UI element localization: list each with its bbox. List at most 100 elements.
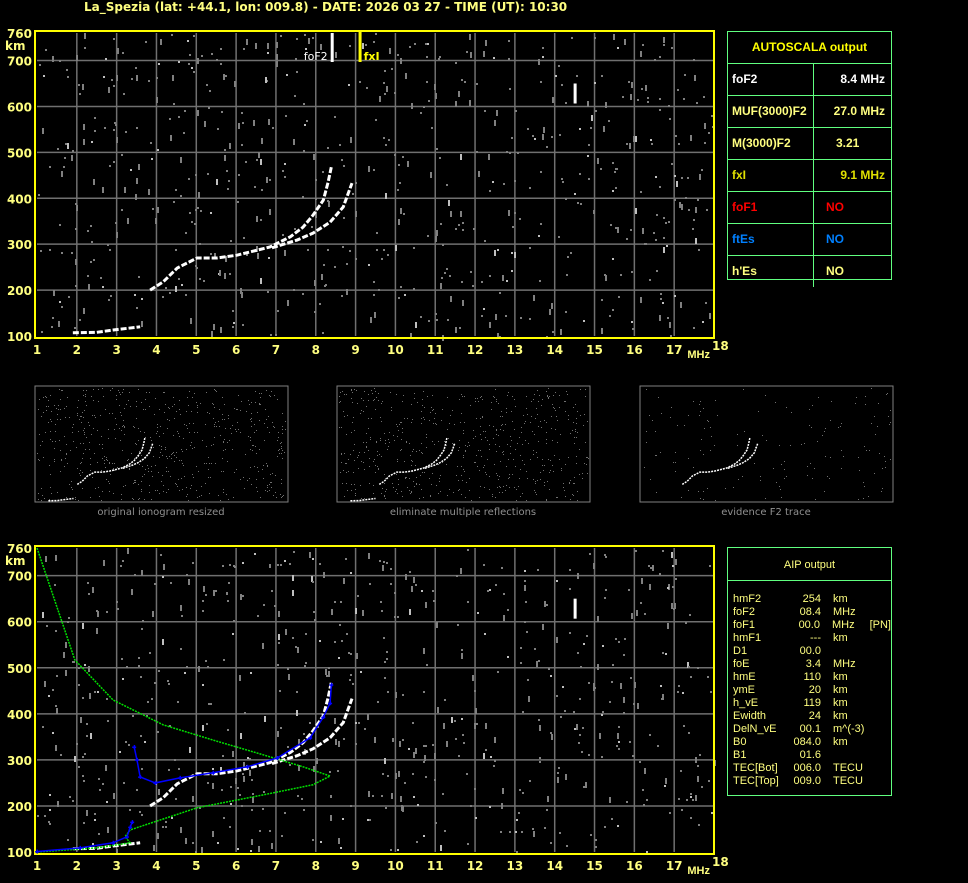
noise-speckle bbox=[600, 168, 602, 170]
noise-speckle bbox=[353, 472, 354, 473]
noise-speckle bbox=[390, 849, 392, 851]
noise-speckle bbox=[515, 406, 516, 407]
noise-speckle bbox=[280, 443, 281, 444]
noise-speckle bbox=[700, 498, 701, 499]
noise-speckle bbox=[50, 419, 51, 420]
noise-speckle bbox=[237, 409, 238, 410]
noise-speckle bbox=[344, 416, 345, 417]
noise-speckle bbox=[136, 418, 137, 419]
noise-speckle bbox=[269, 490, 270, 491]
noise-speckle bbox=[262, 808, 264, 810]
noise-speckle bbox=[375, 119, 377, 121]
noise-speckle bbox=[461, 79, 463, 81]
noise-speckle bbox=[123, 486, 124, 487]
noise-speckle bbox=[411, 586, 413, 592]
noise-speckle bbox=[175, 249, 177, 251]
noise-speckle bbox=[178, 768, 180, 770]
noise-speckle bbox=[342, 391, 343, 392]
noise-speckle bbox=[157, 490, 158, 491]
noise-speckle bbox=[662, 694, 664, 700]
noise-speckle bbox=[375, 465, 376, 466]
noise-speckle bbox=[478, 171, 480, 177]
noise-speckle bbox=[205, 483, 206, 484]
noise-speckle bbox=[647, 97, 649, 99]
noise-speckle bbox=[39, 460, 40, 461]
noise-speckle bbox=[199, 278, 201, 280]
aip-parameter: hmF1 bbox=[733, 632, 762, 644]
noise-speckle bbox=[656, 492, 657, 493]
noise-speckle bbox=[240, 288, 242, 294]
noise-speckle bbox=[94, 415, 95, 416]
noise-speckle bbox=[630, 229, 632, 231]
noise-speckle bbox=[398, 219, 400, 225]
noise-speckle bbox=[117, 48, 119, 54]
noise-speckle bbox=[515, 831, 517, 833]
noise-speckle bbox=[406, 441, 407, 442]
noise-speckle bbox=[574, 483, 575, 484]
noise-speckle bbox=[303, 103, 305, 105]
noise-speckle bbox=[508, 40, 510, 42]
noise-speckle bbox=[248, 436, 249, 437]
noise-speckle bbox=[522, 493, 523, 494]
thumbnail-caption: eliminate multiple reflections bbox=[389, 507, 537, 518]
noise-speckle bbox=[354, 444, 355, 445]
noise-speckle bbox=[184, 424, 185, 425]
noise-speckle bbox=[329, 771, 331, 773]
noise-speckle bbox=[390, 568, 392, 570]
noise-speckle bbox=[662, 550, 664, 552]
noise-speckle bbox=[522, 460, 523, 461]
noise-speckle bbox=[101, 470, 102, 471]
noise-speckle bbox=[573, 598, 577, 619]
noise-speckle bbox=[386, 86, 388, 92]
noise-speckle bbox=[423, 417, 424, 418]
x-tick-label: 11 bbox=[427, 343, 444, 357]
noise-speckle bbox=[461, 653, 463, 659]
noise-speckle bbox=[197, 432, 198, 433]
noise-speckle bbox=[381, 610, 383, 612]
noise-speckle bbox=[100, 415, 101, 416]
noise-speckle bbox=[356, 653, 358, 659]
noise-speckle bbox=[781, 497, 782, 498]
noise-speckle bbox=[546, 500, 547, 501]
noise-speckle bbox=[201, 495, 202, 496]
noise-speckle bbox=[574, 193, 576, 195]
noise-speckle bbox=[512, 226, 514, 228]
noise-speckle bbox=[223, 659, 225, 661]
noise-speckle bbox=[93, 259, 95, 261]
noise-speckle bbox=[111, 79, 113, 81]
noise-speckle bbox=[698, 249, 700, 251]
noise-speckle bbox=[474, 788, 476, 790]
noise-speckle bbox=[427, 235, 429, 237]
noise-speckle bbox=[565, 464, 566, 465]
noise-speckle bbox=[400, 58, 402, 64]
noise-speckle bbox=[468, 442, 469, 443]
noise-speckle bbox=[402, 694, 404, 696]
noise-speckle bbox=[546, 809, 548, 811]
x-tick-label: 18 bbox=[712, 339, 729, 353]
noise-speckle bbox=[538, 719, 540, 721]
x-axis-unit: MHz bbox=[687, 349, 710, 361]
noise-speckle bbox=[38, 493, 39, 494]
noise-speckle bbox=[568, 457, 569, 458]
noise-speckle bbox=[677, 89, 679, 91]
noise-speckle bbox=[79, 319, 81, 321]
x-tick-label: 9 bbox=[351, 859, 359, 873]
noise-speckle bbox=[454, 424, 455, 425]
noise-speckle bbox=[577, 573, 579, 579]
noise-speckle bbox=[618, 741, 620, 743]
noise-speckle bbox=[311, 576, 313, 582]
noise-speckle bbox=[462, 229, 464, 231]
noise-speckle bbox=[265, 490, 266, 491]
noise-speckle bbox=[433, 600, 435, 602]
noise-speckle bbox=[368, 553, 370, 559]
noise-speckle bbox=[487, 440, 488, 441]
noise-speckle bbox=[628, 589, 630, 591]
noise-speckle bbox=[697, 667, 699, 669]
noise-speckle bbox=[437, 707, 439, 713]
noise-speckle bbox=[165, 821, 167, 823]
noise-speckle bbox=[670, 335, 672, 337]
noise-speckle bbox=[565, 411, 566, 412]
noise-speckle bbox=[74, 327, 76, 329]
noise-speckle bbox=[500, 429, 501, 430]
noise-speckle bbox=[138, 499, 139, 500]
